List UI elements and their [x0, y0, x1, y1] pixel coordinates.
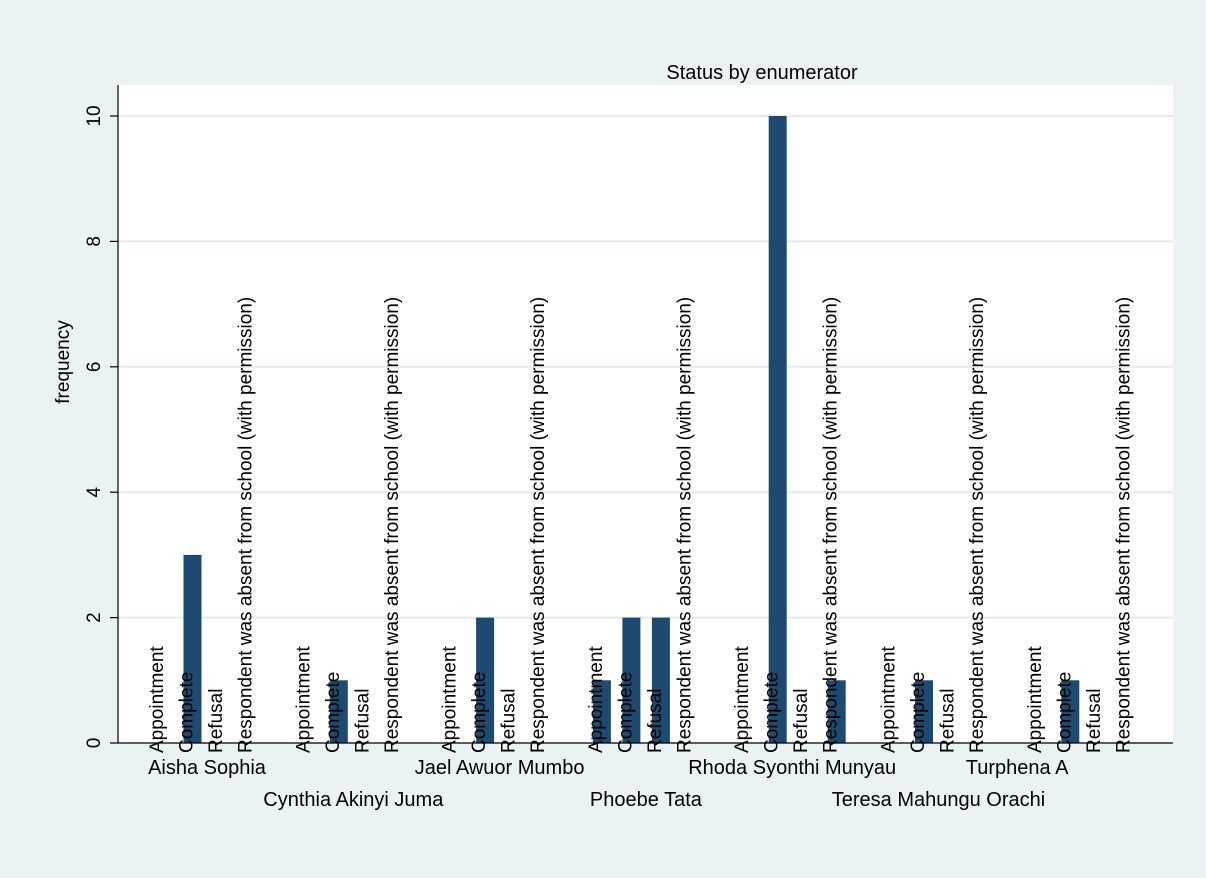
y-tick-label: 2: [84, 612, 105, 623]
category-label: Respondent was absent from school (with …: [528, 297, 549, 753]
y-tick-label: 4: [84, 486, 105, 497]
category-label: Refusal: [206, 689, 227, 753]
category-label: Complete: [469, 672, 490, 753]
category-label: Complete: [1054, 672, 1075, 753]
category-label: Refusal: [791, 689, 812, 753]
category-label: Respondent was absent from school (with …: [236, 297, 257, 753]
category-label: Complete: [762, 672, 783, 753]
bar: [592, 680, 611, 743]
category-label: Appointment: [147, 646, 168, 753]
chart-title: Status by enumerator: [666, 62, 858, 84]
category-label: Respondent was absent from school (with …: [674, 297, 695, 753]
y-tick-label: 6: [84, 362, 105, 373]
bar: [622, 617, 641, 743]
category-label: Complete: [908, 672, 929, 753]
bar: [768, 116, 787, 743]
bar: [651, 617, 670, 743]
bar: [827, 680, 846, 743]
y-tick-label: 0: [84, 738, 105, 749]
category-label: Refusal: [645, 689, 666, 753]
group-label: Rhoda Syonthi Munyau: [688, 757, 896, 779]
y-axis-label: frequency: [53, 320, 74, 404]
category-label: Appointment: [586, 646, 607, 753]
gridlines: [118, 115, 1173, 619]
category-label: Appointment: [879, 646, 900, 753]
category-label: Refusal: [1084, 689, 1105, 753]
bar: [183, 554, 202, 743]
category-label: Complete: [323, 672, 344, 753]
category-label: Refusal: [352, 689, 373, 753]
bars: [183, 116, 1080, 743]
bar: [476, 617, 495, 743]
y-axis-ticks: 0 2 4 6 8 10: [84, 105, 118, 748]
category-label: Appointment: [1025, 646, 1046, 753]
group-label: Cynthia Akinyi Juma: [263, 789, 444, 811]
group-label: Phoebe Tata: [590, 789, 703, 811]
group-labels: Aisha Sophia Cynthia Akinyi Juma Jael Awuo…: [148, 757, 1069, 811]
plot-area: [118, 85, 1173, 743]
group-label: Teresa Mahungu Orachi: [832, 789, 1045, 811]
category-label: Appointment: [293, 646, 314, 753]
category-label: Refusal: [938, 689, 959, 753]
bar: [1061, 680, 1080, 743]
category-label: Complete: [615, 672, 636, 753]
category-labels: Appointment Complete Refusal Respondent was…: [147, 297, 1134, 753]
y-tick-label: 8: [84, 236, 105, 247]
group-label: Jael Awuor Mumbo: [415, 757, 585, 779]
bar: [329, 680, 348, 743]
category-label: Respondent was absent from school (with …: [967, 297, 988, 753]
bar: [915, 680, 933, 743]
category-label: Appointment: [440, 646, 461, 753]
category-label: Respondent was absent from school (with …: [821, 297, 842, 753]
category-label: Complete: [177, 672, 198, 753]
group-label: Aisha Sophia: [148, 757, 267, 779]
group-label: Turphena A: [966, 757, 1069, 779]
category-label: Respondent was absent from school (with …: [382, 297, 403, 753]
category-label: Refusal: [499, 689, 520, 753]
y-tick-label: 10: [84, 105, 105, 126]
category-label: Appointment: [732, 646, 753, 753]
category-label: Respondent was absent from school (with …: [1113, 297, 1134, 753]
